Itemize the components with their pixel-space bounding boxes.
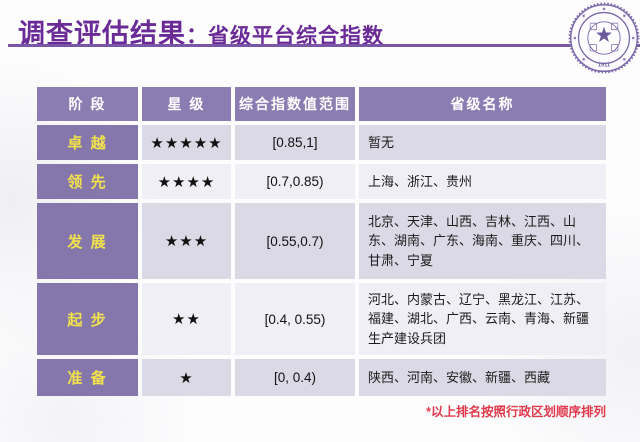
provinces-cell: 北京、天津、山西、吉林、江西、山东、湖南、广东、海南、重庆、四川、甘肃、宁夏 — [359, 203, 606, 279]
stage-cell: 准 备 — [37, 359, 138, 396]
provinces-cell: 陕西、河南、安徽、新疆、西藏 — [359, 359, 606, 396]
column-header-provinces: 省级名称 — [359, 87, 606, 121]
stage-cell: 起 步 — [37, 283, 138, 355]
stars-cell: ★★ — [142, 283, 231, 355]
title-underline — [8, 44, 640, 47]
range-cell: [0.7,0.85) — [235, 164, 355, 199]
stars-cell: ★ — [142, 359, 231, 396]
stars-cell: ★★★★★ — [142, 125, 231, 160]
seal-star-icon — [596, 26, 612, 42]
tsinghua-seal-icon: 1911 — [568, 2, 640, 74]
provinces-cell: 上海、浙江、贵州 — [359, 164, 606, 199]
stars-cell: ★★★★ — [142, 164, 231, 199]
provinces-cell: 暂无 — [359, 125, 606, 160]
column-header-range: 综合指数值范围 — [235, 87, 355, 121]
range-cell: [0.4, 0.55) — [235, 283, 355, 355]
column-header-stars: 星 级 — [142, 87, 231, 121]
page-title-colon: ： — [186, 23, 209, 48]
seal-year: 1911 — [598, 63, 610, 69]
stage-cell: 发 展 — [37, 203, 138, 279]
evaluation-table: 阶 段 星 级 综合指数值范围 省级名称 卓 越 ★★★★★ [0.85,1] … — [37, 87, 606, 396]
range-cell: [0.55,0.7) — [235, 203, 355, 279]
footnote: *以上排名按照行政区划顺序排列 — [426, 405, 606, 419]
stage-cell: 卓 越 — [37, 125, 138, 160]
stage-cell: 领 先 — [37, 164, 138, 199]
range-cell: [0.85,1] — [235, 125, 355, 160]
provinces-cell: 河北、内蒙古、辽宁、黑龙江、江苏、福建、湖北、广西、云南、青海、新疆生产建设兵团 — [359, 283, 606, 355]
range-cell: [0, 0.4) — [235, 359, 355, 396]
page-title-sub: 省级平台综合指数 — [208, 25, 385, 48]
column-header-stage: 阶 段 — [37, 87, 138, 121]
stars-cell: ★★★ — [142, 203, 231, 279]
